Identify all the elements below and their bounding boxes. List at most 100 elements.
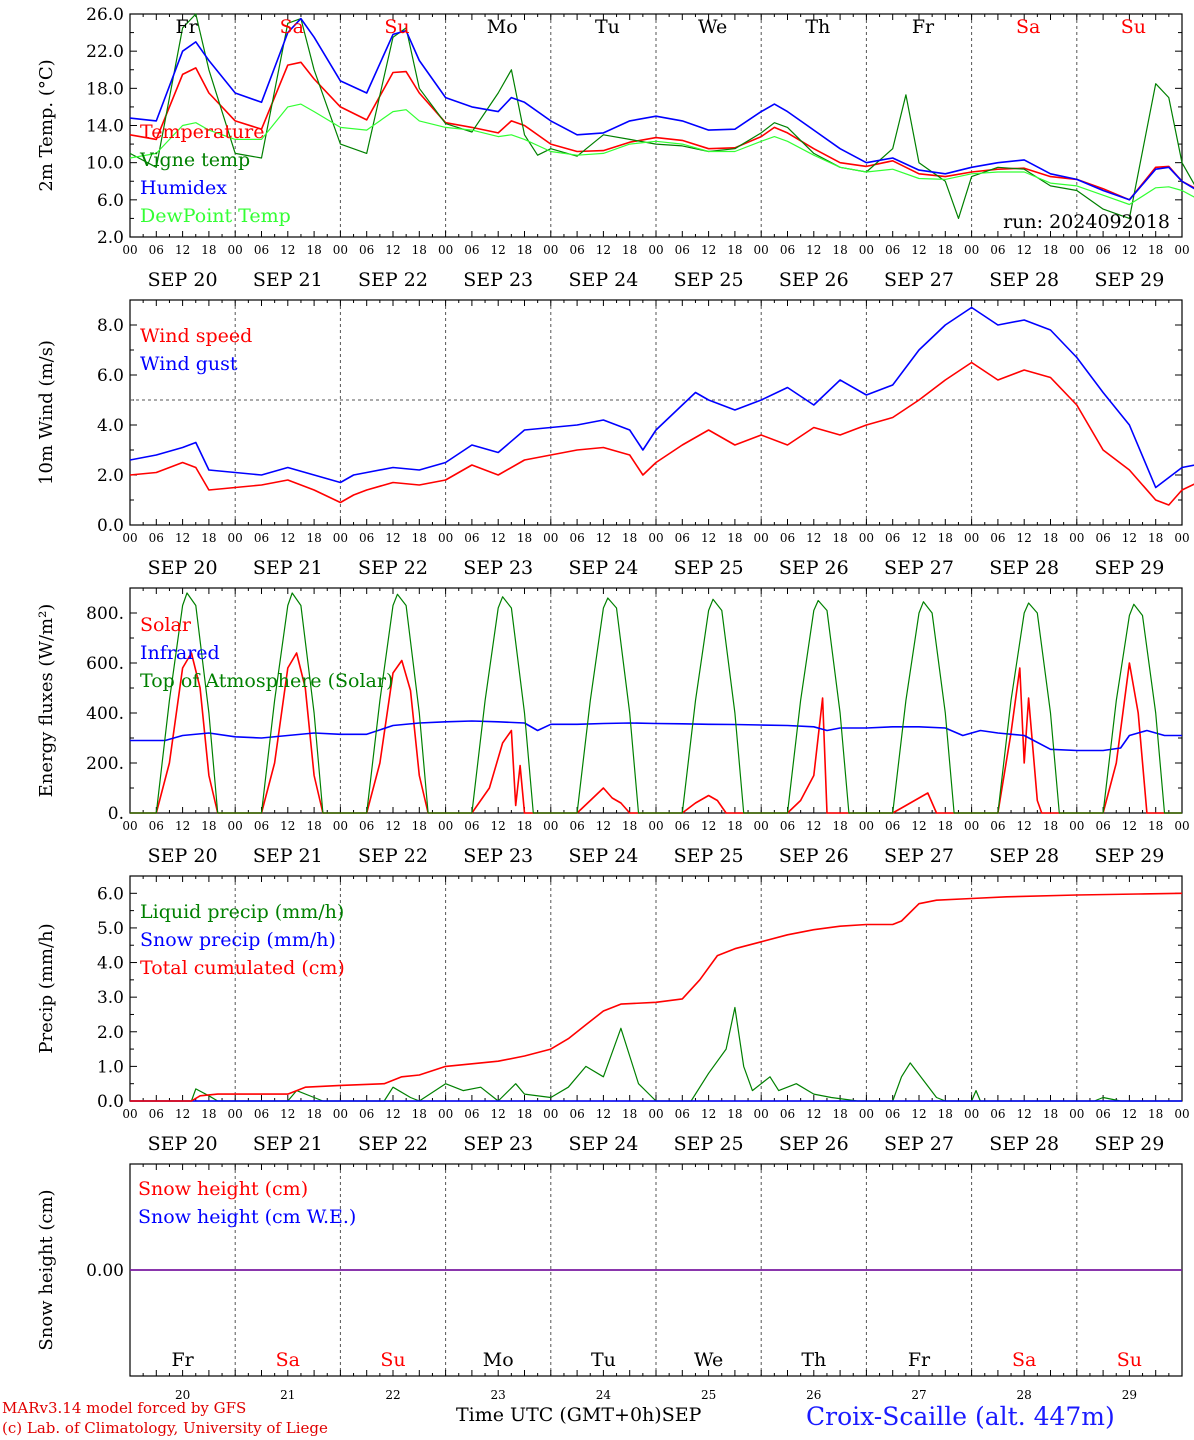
date-label: SEP 26 [779, 1133, 849, 1155]
weekday-label: Fr [908, 1349, 931, 1371]
hour-tick-label: 00 [228, 819, 243, 833]
hour-tick-label: 06 [569, 1107, 584, 1121]
hour-tick-label: 00 [543, 819, 558, 833]
hour-tick-label: 12 [911, 1107, 926, 1121]
lab-credit: (c) Lab. of Climatology, University of L… [2, 1419, 328, 1437]
hour-tick-label: 12 [280, 531, 295, 545]
hour-tick-label: 18 [832, 1107, 847, 1121]
hour-tick-label: 06 [675, 819, 690, 833]
hour-tick-label: 06 [464, 243, 479, 257]
hour-tick-label: 18 [201, 819, 216, 833]
hour-tick-label: 12 [596, 819, 611, 833]
hour-tick-label: 18 [306, 243, 321, 257]
hour-tick-label: 18 [517, 819, 532, 833]
hour-tick-label: 06 [254, 531, 269, 545]
day-number: 25 [701, 1388, 716, 1402]
y-tick-label: 2.0 [97, 228, 124, 248]
weekday-label: Fr [171, 1349, 194, 1371]
hour-tick-label: 06 [149, 243, 164, 257]
hour-tick-label: 06 [254, 819, 269, 833]
hour-tick-label: 00 [122, 1107, 137, 1121]
series-line-humidex [129, 17, 1194, 201]
hour-tick-label: 06 [675, 1107, 690, 1121]
y-tick-label: 3.0 [97, 988, 124, 1008]
weekday-label: Th [805, 16, 830, 38]
hour-tick-label: 00 [1069, 243, 1084, 257]
hour-tick-label: 00 [648, 531, 663, 545]
date-label: SEP 22 [358, 269, 428, 291]
weekday-label: We [698, 16, 727, 38]
hour-tick-label: 18 [1148, 1107, 1163, 1121]
hour-tick-label: 18 [622, 531, 637, 545]
hour-tick-label: 06 [359, 1107, 374, 1121]
weekday-label: Su [1121, 16, 1146, 38]
day-number: 20 [175, 1388, 190, 1402]
legend-entry: Wind gust [140, 353, 238, 375]
series-line-infrared [130, 720, 1182, 752]
date-label: SEP 21 [253, 269, 323, 291]
y-tick-label: 1.0 [97, 1057, 124, 1077]
hour-tick-label: 12 [701, 531, 716, 545]
text-layer: 2.0 6.0 10.0 14.0 18.0 22.0 26.0 2m Temp. (°C) T… [36, 5, 1190, 1402]
hour-tick-label: 12 [385, 819, 400, 833]
hour-tick-label: 00 [228, 243, 243, 257]
hour-tick-label: 06 [990, 819, 1005, 833]
date-label: SEP 27 [884, 557, 954, 579]
legend-entry: DewPoint Temp [140, 205, 291, 227]
hour-tick-label: 00 [228, 531, 243, 545]
hour-tick-label: 18 [832, 819, 847, 833]
hour-tick-label: 06 [359, 819, 374, 833]
hour-tick-label: 18 [517, 1107, 532, 1121]
hour-tick-label: 00 [122, 819, 137, 833]
hour-tick-label: 12 [596, 243, 611, 257]
hour-tick-label: 12 [701, 819, 716, 833]
weekday-label: Sa [280, 16, 304, 38]
hour-tick-label: 06 [569, 531, 584, 545]
y-tick-label: 0.00 [86, 1261, 124, 1281]
hour-tick-label: 06 [885, 531, 900, 545]
hour-tick-label: 06 [254, 1107, 269, 1121]
hour-tick-label: 12 [1017, 531, 1032, 545]
hour-tick-label: 06 [885, 819, 900, 833]
hour-tick-label: 18 [938, 1107, 953, 1121]
hour-tick-label: 12 [1017, 243, 1032, 257]
hour-tick-label: 12 [491, 531, 506, 545]
hour-tick-label: 18 [201, 1107, 216, 1121]
hour-tick-label: 00 [859, 531, 874, 545]
series-line-wind-gust [129, 306, 1194, 489]
hour-tick-label: 06 [780, 243, 795, 257]
y-axis-title: Precip (mm/h) [36, 923, 57, 1053]
model-credit: MARv3.14 model forced by GFS [2, 1399, 247, 1417]
hour-tick-label: 12 [701, 1107, 716, 1121]
y-axis-title: Energy fluxes (W/m²) [36, 604, 57, 798]
weekday-label: Su [1117, 1349, 1142, 1371]
hour-tick-label: 00 [964, 1107, 979, 1121]
y-tick-label: 5.0 [97, 919, 124, 939]
hour-tick-label: 06 [149, 1107, 164, 1121]
hour-tick-label: 12 [280, 1107, 295, 1121]
date-label: SEP 21 [253, 1133, 323, 1155]
hour-tick-label: 00 [333, 243, 348, 257]
day-number: 22 [385, 1388, 400, 1402]
hour-tick-label: 12 [385, 531, 400, 545]
hour-tick-label: 12 [491, 819, 506, 833]
hour-tick-label: 00 [964, 531, 979, 545]
hour-tick-label: 12 [175, 1107, 190, 1121]
hour-tick-label: 12 [806, 1107, 821, 1121]
hour-tick-label: 06 [254, 243, 269, 257]
hour-tick-label: 18 [622, 819, 637, 833]
series-line-temperature [129, 61, 1194, 201]
y-tick-label: 600. [86, 654, 124, 674]
date-label: SEP 20 [148, 557, 218, 579]
hour-tick-label: 06 [1095, 819, 1110, 833]
series-line-vigne-temp [129, 13, 1194, 219]
date-label: SEP 28 [989, 845, 1059, 867]
hour-tick-label: 00 [648, 243, 663, 257]
date-label: SEP 21 [253, 845, 323, 867]
date-label: SEP 28 [989, 557, 1059, 579]
weekday-label: Mo [487, 16, 518, 38]
weekday-label: Fr [912, 16, 935, 38]
hour-tick-label: 00 [859, 1107, 874, 1121]
date-label: SEP 26 [779, 557, 849, 579]
legend-entry: Snow height (cm) [138, 1178, 308, 1200]
